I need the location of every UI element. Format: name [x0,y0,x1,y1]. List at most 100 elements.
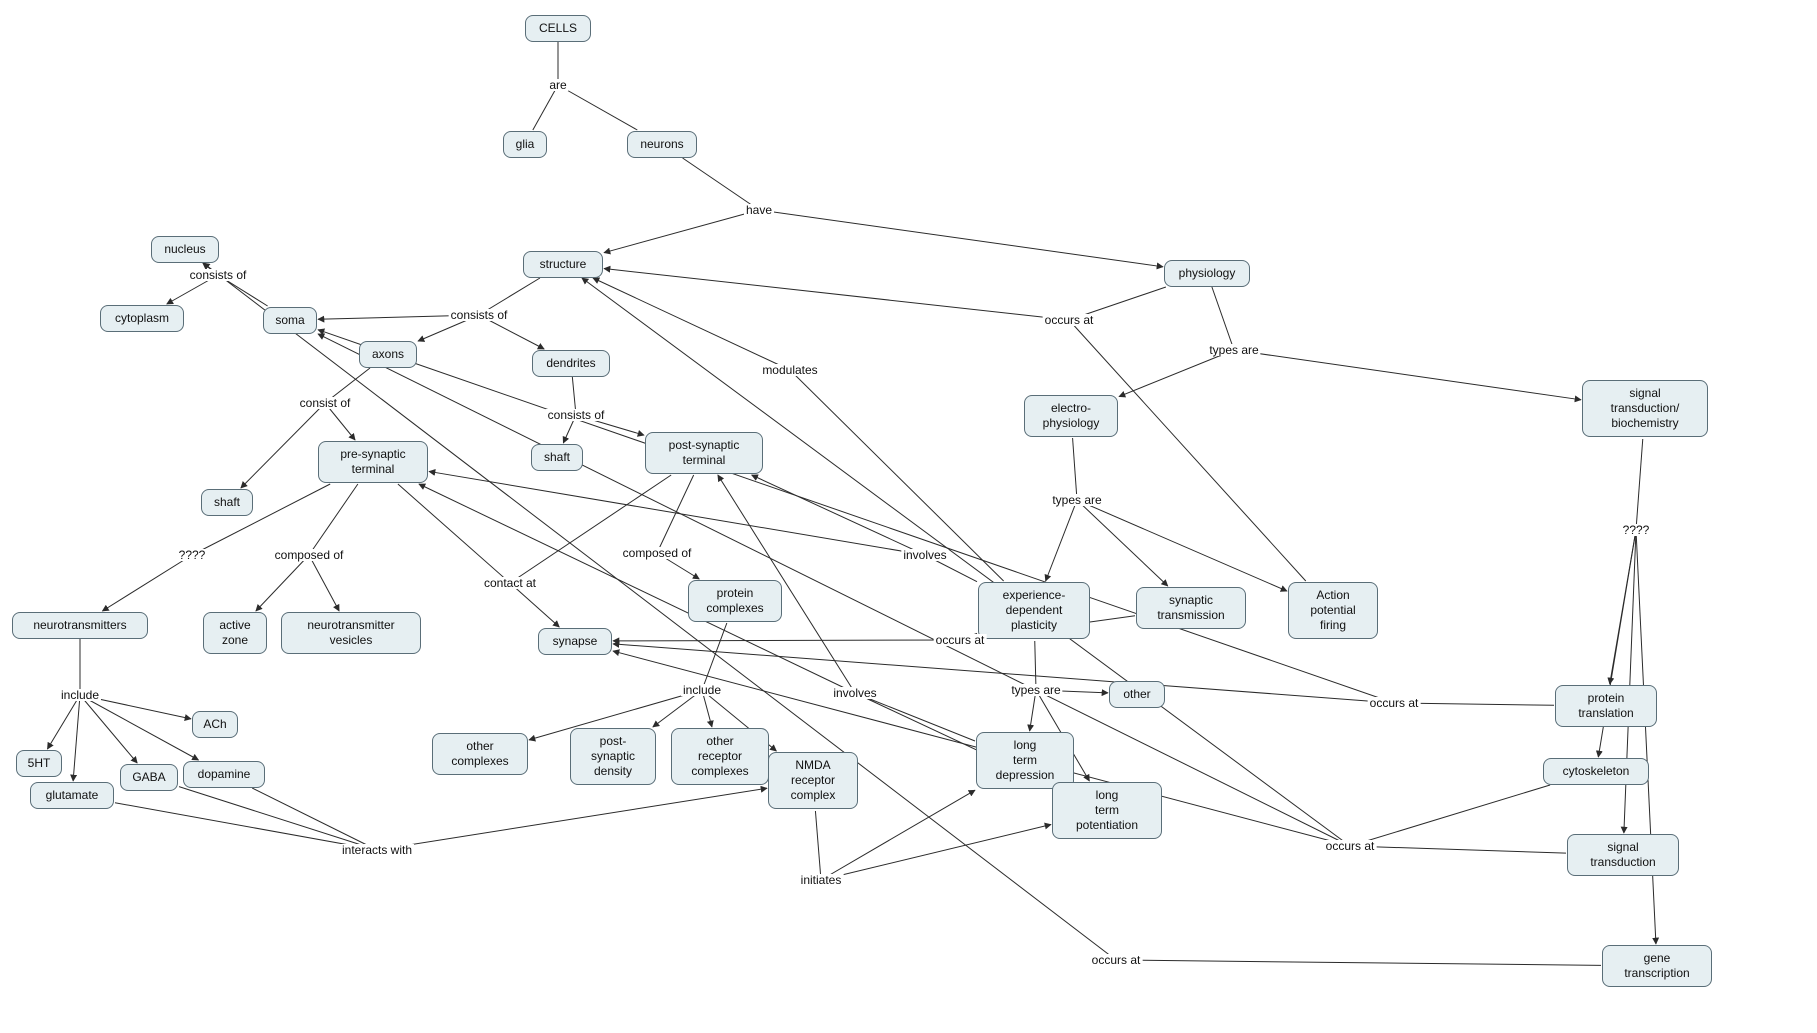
concept-node-post_syn: post-synaptic terminal [645,432,763,474]
concept-node-other_rc: other receptor complexes [671,728,769,785]
relation-label-composed_pre: composed of [273,549,346,561]
edge [1046,500,1077,581]
relation-label-consists_dend: consists of [546,409,607,421]
edge [73,695,80,781]
edge [398,484,510,583]
relation-label-types_exp: types are [1009,684,1062,696]
concept-node-action_pot: Action potential firing [1288,582,1378,639]
relation-label-include_pc: include [681,684,723,696]
edge [604,210,759,253]
concept-node-other_cx: other complexes [432,733,528,775]
edge [613,644,1394,703]
relation-label-composed_post: composed of [621,547,694,559]
edge [1116,960,1601,965]
edge [613,640,960,641]
concept-node-cytoskeleton: cytoskeleton [1543,758,1649,785]
concept-node-nmda: NMDA receptor complex [768,752,858,809]
relation-label-types_phys: types are [1207,344,1260,356]
concept-node-glutamate: glutamate [30,782,114,809]
concept-node-experience: experience- dependent plasticity [978,582,1090,639]
concept-node-signal_trans: signal transduction [1567,834,1679,876]
relation-label-contact_at: contact at [482,577,538,589]
relation-label-include_nt: include [59,689,101,701]
edge [752,475,925,555]
edge [657,475,694,553]
concept-node-synapse: synapse [538,628,612,655]
concept-node-soma: soma [263,307,317,334]
edge [1636,439,1643,530]
relation-label-involves_ltd: involves [831,687,878,699]
edge [790,370,1004,581]
edge [1350,785,1550,846]
relation-label-occurs_syn: occurs at [934,634,987,646]
edge [1234,350,1581,400]
concept-node-protein_cx: protein complexes [688,580,782,622]
edge [102,555,192,611]
relation-label-interacts: interacts with [340,844,414,856]
edge [115,803,377,850]
edge [252,788,377,850]
concept-node-syn_trans: synaptic transmission [1136,587,1246,629]
edge [1624,530,1636,833]
edge [241,403,325,488]
edge [855,693,975,741]
concept-node-protein_trans: protein translation [1555,685,1657,727]
relation-label-involves_exp: involves [901,549,948,561]
edge [1069,320,1306,581]
concept-node-pre_syn: pre-synaptic terminal [318,441,428,483]
concept-node-cytoplasm: cytoplasm [100,305,184,332]
relation-label-are: are [547,79,568,91]
edge [1212,287,1234,350]
relation-label-consist_axons: consist of [298,397,353,409]
relation-label-consists_struct: consists of [449,309,510,321]
concept-node-axons: axons [359,341,417,368]
concept-node-signal_bio: signal transduction/ biochemistry [1582,380,1708,437]
concept-node-physiology: physiology [1164,260,1250,287]
relation-label-occurs_gene: occurs at [1090,954,1143,966]
concept-node-other: other [1109,681,1165,708]
edge [604,269,1069,320]
concept-node-cells: CELLS [525,15,591,42]
relation-label-occurs_phys: occurs at [1043,314,1096,326]
edge [80,695,198,760]
edge [179,787,377,850]
relation-label-initiates: initiates [799,874,844,886]
edge [309,555,339,611]
edge [1077,500,1287,591]
concept-node-electro: electro- physiology [1024,395,1118,437]
concept-node-fiveht: 5HT [16,750,62,777]
edge [821,825,1051,880]
edge [759,210,1163,267]
relation-label-modulates: modulates [760,364,819,376]
relation-label-have: have [744,204,774,216]
edge [510,475,671,583]
edge [429,471,925,555]
concept-node-ach: ACh [192,711,238,738]
edge [318,330,1394,703]
edge [309,484,358,555]
concept-node-dopamine: dopamine [183,761,265,788]
concept-node-nt_vesicles: neurotransmitter vesicles [281,612,421,654]
relation-label-occurs_cyto: occurs at [1324,840,1377,852]
edge [256,555,309,611]
edge [702,623,727,690]
concept-node-gene_trans: gene transcription [1602,945,1712,987]
edge [80,695,137,763]
relation-label-q4: ???? [177,549,208,561]
relation-label-occurs_pt: occurs at [1368,697,1421,709]
concept-node-active_zone: active zone [203,612,267,654]
edge [377,788,767,850]
edge [1073,438,1077,500]
edge [815,811,821,880]
edge [1610,530,1636,684]
concept-node-dendrites: dendrites [532,350,610,377]
concept-node-neurons: neurons [627,131,697,158]
edge [1077,500,1168,586]
concept-node-nucleus: nucleus [151,236,219,263]
concept-node-neurotrans: neurotransmitters [12,612,148,639]
concept-node-glia: glia [503,131,547,158]
edge [1636,530,1656,944]
concept-node-ltp: long term potentiation [1052,782,1162,839]
relation-label-consists_soma: consists of [188,269,249,281]
edge [593,278,790,370]
